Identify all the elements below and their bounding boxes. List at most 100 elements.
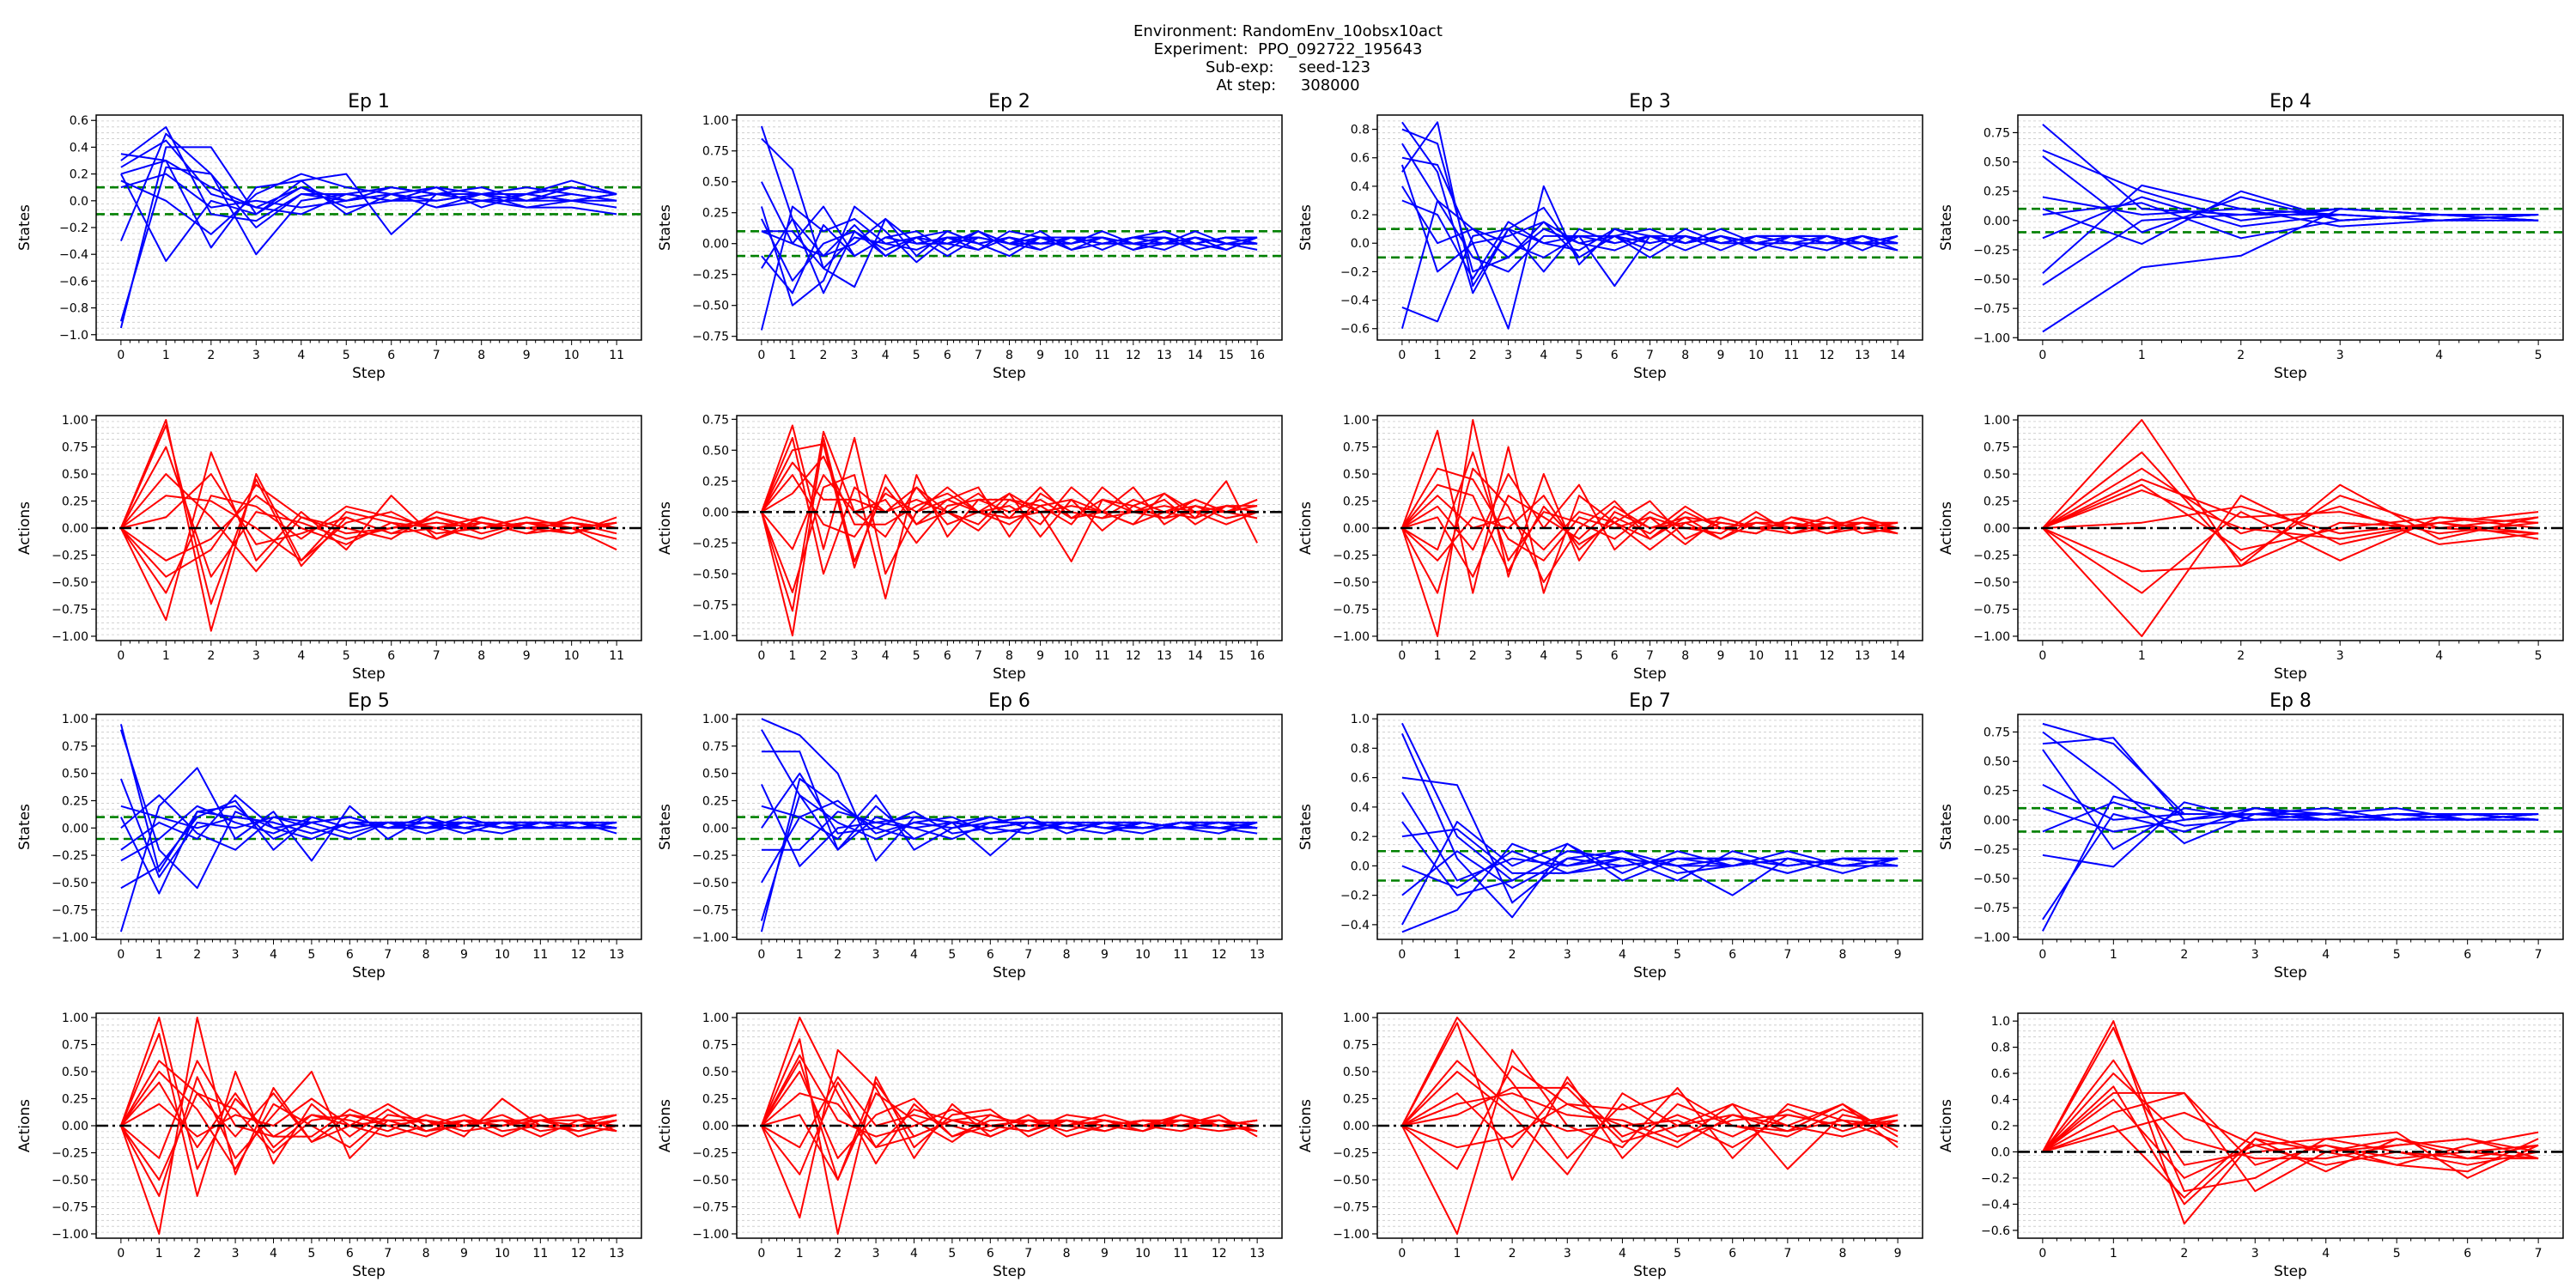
action-series-2 [119, 424, 617, 605]
x-axis-label: Step [2274, 1263, 2307, 1280]
plot-frame [95, 714, 642, 940]
x-tick-label: 3 [1504, 349, 1512, 362]
x-tick-label: 5 [1576, 349, 1583, 362]
action-series-10 [761, 455, 1258, 526]
y-tick-label: −1.00 [52, 1228, 88, 1242]
x-tick-label: 9 [523, 649, 531, 663]
x-tick-label: 7 [433, 349, 440, 362]
y-tick-label: −0.8 [59, 302, 88, 316]
plot-frame [736, 714, 1283, 940]
x-tick-label: 1 [162, 349, 170, 362]
y-tick-label: 0.0 [1991, 1145, 2010, 1159]
x-tick-label: 0 [757, 948, 765, 962]
y-tick-label: 1.00 [702, 1012, 729, 1025]
action-series-2 [119, 1017, 617, 1235]
action-series-7 [120, 495, 617, 562]
action-series-9 [2042, 516, 2539, 573]
figure-header: Environment: RandomEnv_10obsx10act Exper… [0, 22, 2576, 94]
action-series-7 [761, 1092, 1258, 1149]
subexp-label: Sub-exp: seed-123 [1205, 58, 1371, 76]
y-axis-label: States [1938, 804, 1955, 850]
plot-frame [2017, 714, 2564, 940]
x-tick-label: 1 [1434, 349, 1442, 362]
x-tick-label: 11 [609, 349, 624, 362]
y-tick-label: 0.2 [1991, 1120, 2010, 1133]
y-tick-label: −0.2 [59, 222, 88, 235]
x-tick-label: 6 [944, 349, 951, 362]
state-series-10 [2042, 190, 2539, 246]
x-tick-label: 2 [2237, 349, 2245, 362]
x-tick-label: 5 [343, 649, 350, 663]
x-tick-label: 1 [162, 649, 170, 663]
x-tick-label: 3 [2251, 948, 2259, 962]
x-tick-label: 9 [1101, 948, 1109, 962]
y-axis-label: States [1297, 204, 1315, 251]
y-axis-label: States [657, 804, 674, 850]
y-tick-label: −1.00 [1973, 331, 2010, 345]
y-tick-label: −0.25 [1333, 549, 1370, 562]
action-series-8 [1401, 495, 1899, 578]
x-tick-label: 6 [987, 948, 994, 962]
y-axis-label: Actions [1938, 501, 1955, 555]
x-tick-label: 6 [1728, 948, 1736, 962]
environment-label: Environment: RandomEnv_10obsx10act [1133, 22, 1443, 40]
x-tick-label: 0 [117, 649, 125, 663]
y-tick-label: −0.25 [1973, 549, 2010, 562]
y-tick-label: −1.00 [1973, 630, 2010, 644]
y-tick-label: 0.00 [702, 822, 729, 835]
y-tick-label: −0.2 [1981, 1172, 2010, 1186]
y-tick-label: −0.25 [692, 537, 729, 550]
x-tick-label: 9 [1894, 948, 1902, 962]
x-axis-label: Step [352, 964, 386, 981]
state-series-4 [119, 166, 617, 322]
x-tick-label: 5 [948, 948, 956, 962]
x-tick-label: 4 [1619, 1247, 1626, 1261]
action-series-10 [120, 483, 617, 578]
y-tick-label: −0.25 [1973, 244, 2010, 258]
y-axis-label: States [1938, 204, 1955, 251]
x-tick-label: 5 [307, 948, 315, 962]
subplot-7: −1.00 −0.75 −0.50 −0.25 0.00 0.25 0.50 0.75 1.00… [1297, 414, 1923, 683]
x-tick-label: 7 [1783, 1247, 1791, 1261]
plot-frame [1376, 114, 1923, 341]
y-tick-label: −0.6 [59, 275, 88, 289]
x-tick-label: 5 [1674, 1247, 1681, 1261]
x-tick-label: 7 [1646, 649, 1654, 663]
y-tick-label: −1.00 [692, 1228, 729, 1242]
x-tick-label: 10 [1748, 349, 1764, 362]
action-series-7 [2042, 1059, 2539, 1166]
x-tick-label: 0 [1398, 649, 1406, 663]
action-series-10 [2042, 505, 2539, 535]
x-tick-label: 4 [270, 948, 277, 962]
x-tick-label: 10 [1135, 1247, 1151, 1261]
y-tick-label: 0.6 [1991, 1067, 2010, 1081]
x-tick-label: 5 [948, 1247, 956, 1261]
subplot-11: −0.4 −0.2 0.0 0.2 0.4 0.6 0.8 1.0 0 1 2 3 4 5 6 7 8 9 Step… [1297, 690, 1923, 981]
y-tick-label: −0.50 [692, 568, 729, 581]
y-tick-label: −0.6 [1981, 1224, 2010, 1238]
x-tick-label: 10 [1064, 349, 1079, 362]
y-tick-label: −0.75 [1333, 1200, 1370, 1214]
x-tick-label: 4 [297, 349, 305, 362]
subplot-title: Ep 2 [988, 91, 1030, 112]
state-series-9 [1400, 164, 1899, 273]
y-axis-label: Actions [1938, 1099, 1955, 1152]
action-series-10 [120, 1092, 617, 1181]
action-series-9 [760, 436, 1258, 575]
y-tick-label: −0.75 [692, 598, 729, 612]
x-tick-label: 13 [609, 948, 624, 962]
x-axis-label: Step [2274, 365, 2307, 382]
y-tick-label: 0.75 [702, 145, 729, 159]
x-tick-label: 13 [1855, 349, 1870, 362]
x-tick-label: 10 [495, 948, 510, 962]
subplot-title: Ep 6 [988, 690, 1030, 712]
y-tick-label: 0.4 [1991, 1094, 2010, 1108]
x-tick-label: 3 [872, 948, 880, 962]
y-tick-label: 1.0 [1351, 713, 1370, 726]
action-series-9 [120, 473, 617, 545]
x-tick-label: 4 [297, 649, 305, 663]
x-tick-label: 8 [1681, 649, 1689, 663]
x-tick-label: 0 [2038, 349, 2046, 362]
x-tick-label: 15 [1218, 349, 1234, 362]
action-series-4 [1401, 1071, 1899, 1176]
